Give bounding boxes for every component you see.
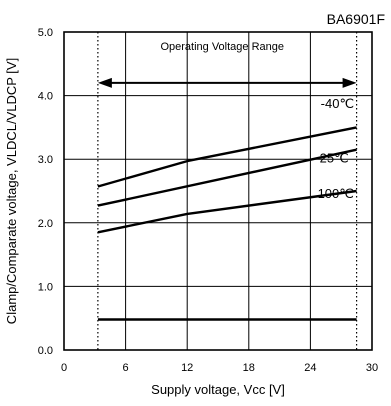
series-label-0: -40℃: [321, 96, 354, 111]
series-line-2: [97, 189, 357, 234]
grid: [64, 32, 372, 350]
x-tick-label: 0: [61, 362, 67, 374]
annotation-group: Operating Voltage Range: [97, 41, 357, 88]
x-tick-label: 12: [181, 362, 193, 374]
y-tick-label: 3.0: [38, 154, 53, 166]
y-tick-label: 1.0: [38, 281, 53, 293]
annotation-text: Operating Voltage Range: [160, 41, 284, 53]
y-tick-label: 2.0: [38, 218, 53, 230]
range-arrow-head-right: [342, 77, 357, 88]
x-axis-label: Supply voltage, Vcc [V]: [151, 382, 285, 397]
y-axis-label: Clamp/Comparate voltage, VLDCL/VLDCP [V]: [4, 58, 19, 324]
x-tick-label: 24: [304, 362, 316, 374]
y-tick-labels: 0.0 1.0 2.0 3.0 4.0 5.0: [38, 27, 53, 357]
series-label-1: 25℃: [320, 150, 349, 165]
series-label-2: 100℃: [318, 186, 354, 201]
series-group: -40℃ 25℃ 100℃: [97, 96, 357, 321]
chart-title: BA6901F: [327, 11, 385, 27]
y-tick-label: 5.0: [38, 27, 53, 39]
x-tick-labels: 0 6 12 18 24 30: [61, 362, 378, 374]
y-tick-label: 0.0: [38, 345, 53, 357]
x-tick-label: 18: [243, 362, 255, 374]
operating-range-lines: [97, 32, 358, 350]
y-tick-label: 4.0: [38, 91, 53, 103]
series-line-0: [97, 126, 357, 188]
x-tick-label: 6: [123, 362, 129, 374]
series-line-1: [97, 148, 357, 207]
range-arrow-head-left: [97, 77, 112, 88]
plot-frame: [63, 31, 373, 351]
x-tick-label: 30: [366, 362, 378, 374]
